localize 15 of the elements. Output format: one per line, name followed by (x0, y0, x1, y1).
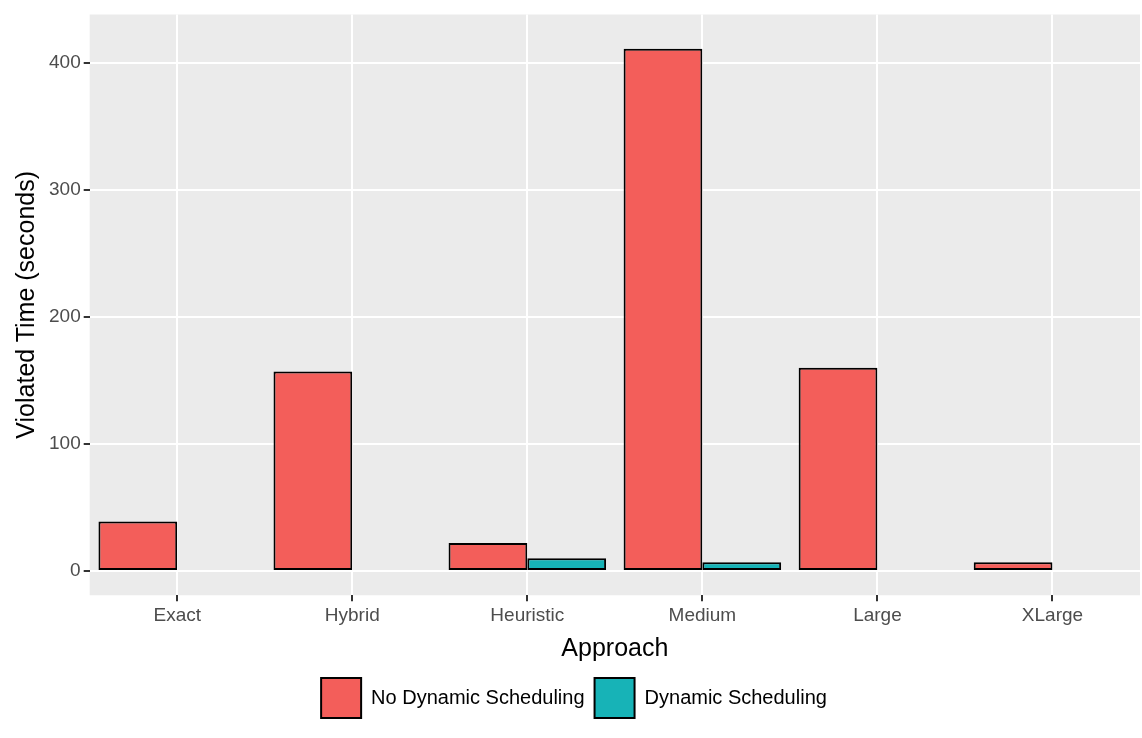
x-tick-label: Heuristic (490, 603, 565, 625)
legend-label: Dynamic Scheduling (644, 685, 827, 708)
x-tick-label: Exact (153, 603, 202, 625)
x-tick-label: Medium (668, 603, 737, 625)
y-axis-title: Violated Time (seconds) (10, 170, 39, 439)
y-tick-label: 0 (70, 559, 81, 581)
x-tick-label: XLarge (1021, 603, 1084, 625)
x-axis-title: Approach (561, 632, 669, 661)
x-tick-label: Large (853, 603, 902, 625)
y-tick-label: 100 (49, 432, 81, 454)
y-tick-label: 200 (49, 305, 81, 327)
y-tick-label: 400 (49, 50, 81, 72)
legend-label: No Dynamic Scheduling (371, 685, 585, 708)
y-tick-label: 300 (49, 178, 81, 200)
x-tick-label: Hybrid (324, 603, 380, 625)
